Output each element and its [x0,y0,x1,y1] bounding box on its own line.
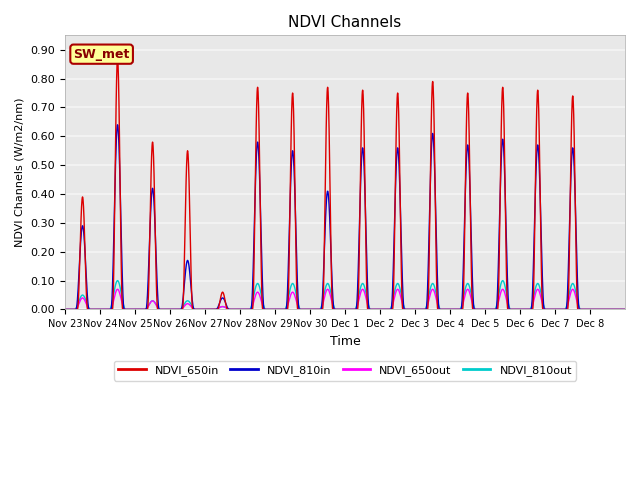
NDVI_810in [114,122,122,128]
NDVI_810in [621,307,629,312]
Y-axis label: NDVI Channels (W/m2/nm): NDVI Channels (W/m2/nm) [15,97,25,247]
NDVI_650out [545,307,553,312]
NDVI_810out [545,307,553,312]
Legend: NDVI_650in, NDVI_810in, NDVI_650out, NDVI_810out: NDVI_650in, NDVI_810in, NDVI_650out, NDV… [114,361,577,381]
NDVI_810in [61,307,69,312]
NDVI_810out [238,307,246,312]
NDVI_810out [114,278,122,284]
NDVI_810out [61,307,69,312]
NDVI_650in [621,307,629,312]
NDVI_650in [613,307,621,312]
NDVI_650in [545,307,553,312]
Text: SW_met: SW_met [74,48,130,60]
Line: NDVI_810out: NDVI_810out [65,281,625,310]
NDVI_650in [114,56,122,61]
NDVI_650out [117,297,125,302]
NDVI_650out [114,287,122,292]
Line: NDVI_650out: NDVI_650out [65,289,625,310]
NDVI_650out [379,307,387,312]
NDVI_810out [621,307,629,312]
NDVI_810in [514,307,522,312]
NDVI_810out [117,290,125,296]
NDVI_810in [545,307,553,312]
NDVI_650out [61,307,69,312]
X-axis label: Time: Time [330,335,360,348]
NDVI_810out [514,307,522,312]
NDVI_650out [238,307,246,312]
NDVI_650in [61,307,69,312]
NDVI_810out [379,307,387,312]
NDVI_810in [613,307,621,312]
NDVI_650out [621,307,629,312]
NDVI_810in [379,307,387,312]
NDVI_650in [238,307,246,312]
NDVI_810in [117,230,125,236]
Title: NDVI Channels: NDVI Channels [289,15,402,30]
NDVI_810in [238,307,246,312]
NDVI_650out [514,307,522,312]
NDVI_650in [379,307,387,312]
NDVI_650in [514,307,522,312]
NDVI_810out [613,307,621,312]
NDVI_650out [613,307,621,312]
NDVI_650in [117,259,125,265]
Line: NDVI_810in: NDVI_810in [65,125,625,310]
Line: NDVI_650in: NDVI_650in [65,59,625,310]
